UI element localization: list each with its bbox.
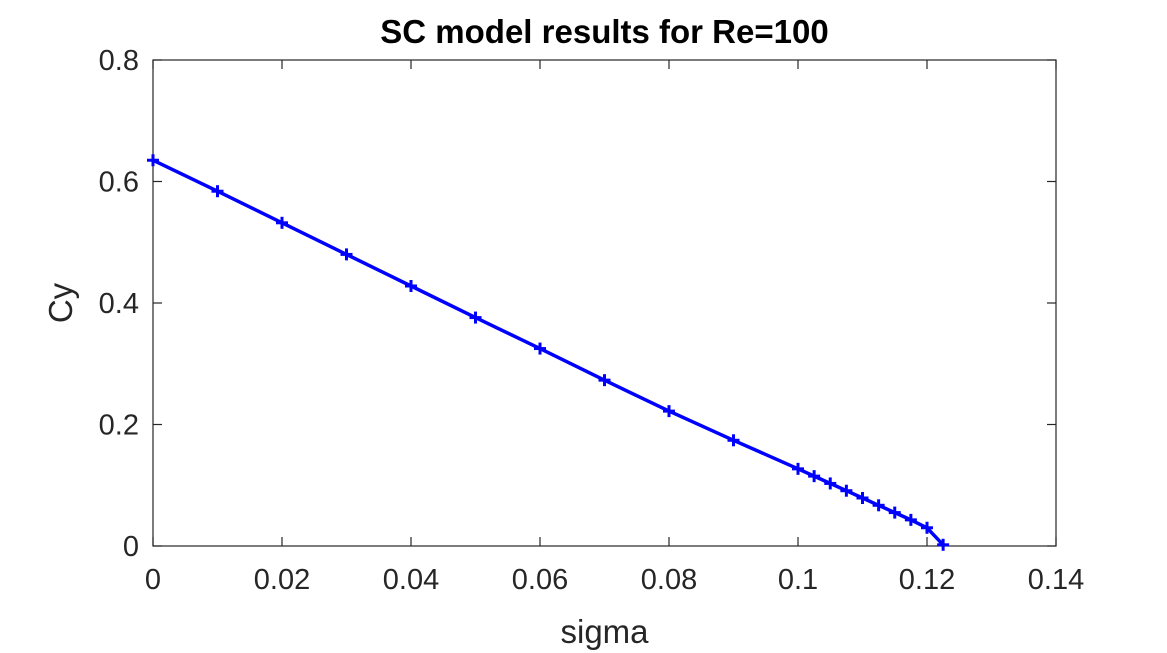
data-point-marker	[808, 470, 821, 483]
x-tick-label: 0.04	[383, 564, 439, 596]
x-tick-label: 0.08	[641, 564, 697, 596]
data-point-marker	[888, 506, 901, 519]
x-tick-label: 0.1	[778, 564, 818, 596]
chart-title: SC model results for Re=100	[380, 13, 828, 50]
y-tick-label: 0.4	[99, 288, 139, 320]
x-tick-label: 0.06	[512, 564, 568, 596]
series-layer	[147, 154, 950, 551]
data-point-marker	[727, 434, 740, 447]
data-point-marker	[534, 342, 546, 355]
data-point-marker	[147, 154, 159, 167]
x-axis-label: sigma	[560, 613, 649, 650]
data-point-marker	[856, 492, 869, 505]
data-point-marker	[904, 513, 917, 526]
x-tick-label: 0.14	[1028, 564, 1084, 596]
data-point-marker	[405, 279, 417, 292]
plot-area	[152, 59, 1057, 547]
data-point-marker	[840, 484, 853, 497]
data-point-marker	[937, 538, 950, 551]
x-tick-label: 0.02	[254, 564, 310, 596]
data-point-marker	[598, 374, 611, 387]
y-tick-label: 0	[123, 531, 139, 563]
y-tick-label: 0.2	[99, 410, 139, 442]
axis-ticks: 0 0.02 0.04 0.06 0.08 0.1 0.12 0.14 0 0.2 0.4 0.6 0.…	[99, 45, 1085, 596]
x-tick-label: 0	[145, 564, 161, 596]
data-point-marker	[276, 216, 288, 229]
data-point-marker	[824, 477, 837, 490]
data-point-marker	[872, 499, 885, 512]
data-point-marker	[211, 185, 224, 198]
data-point-marker	[663, 405, 675, 418]
x-tick-label: 0.12	[899, 564, 955, 596]
data-point-marker	[340, 248, 353, 261]
data-point-marker	[921, 521, 933, 534]
y-tick-label: 0.6	[99, 167, 139, 199]
y-tick-label: 0.8	[99, 45, 139, 77]
data-point-marker	[469, 311, 482, 324]
y-axis-label: Cy	[42, 282, 79, 323]
data-point-marker	[792, 462, 804, 475]
